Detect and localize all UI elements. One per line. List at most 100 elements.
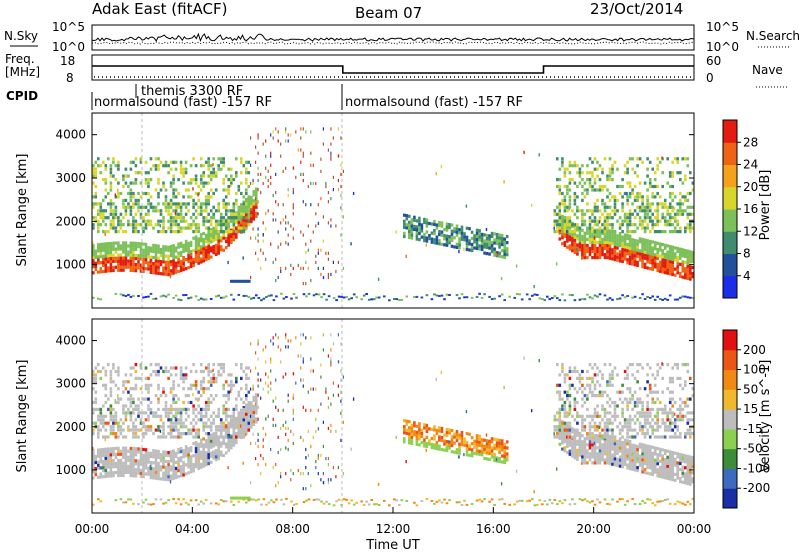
power-cell bbox=[646, 296, 649, 298]
velocity-cell bbox=[325, 390, 327, 394]
velocity-cell bbox=[235, 421, 238, 425]
power-cell bbox=[112, 256, 115, 260]
velocity-cell bbox=[204, 463, 208, 467]
power-cell bbox=[245, 213, 248, 217]
power-cell bbox=[227, 191, 230, 196]
power-cell bbox=[127, 262, 130, 266]
velocity-cell bbox=[415, 433, 419, 437]
power-cell bbox=[282, 203, 284, 207]
velocity-cell bbox=[132, 468, 135, 472]
power-cell bbox=[598, 188, 602, 192]
velocity-cell bbox=[127, 425, 130, 429]
power-cell bbox=[468, 242, 471, 246]
velocity-cell bbox=[112, 407, 115, 411]
power-cell bbox=[122, 202, 125, 206]
velocity-cell bbox=[127, 390, 130, 394]
velocity-cell bbox=[553, 418, 557, 422]
power-cell bbox=[270, 294, 273, 297]
velocity-cell bbox=[583, 425, 587, 429]
velocity-cell bbox=[596, 428, 599, 432]
power-cell bbox=[97, 157, 100, 161]
velocity-cell bbox=[124, 458, 128, 462]
velocity-cell bbox=[154, 458, 158, 462]
velocity-cell bbox=[257, 339, 259, 343]
velocity-cell bbox=[588, 425, 592, 429]
power-cell bbox=[114, 209, 118, 213]
power-cell bbox=[621, 184, 624, 189]
power-cell bbox=[164, 248, 168, 252]
power-cell bbox=[109, 241, 113, 245]
velocity-cell bbox=[224, 411, 228, 415]
velocity-cell bbox=[154, 369, 158, 374]
velocity-cell bbox=[388, 504, 391, 507]
power-cell bbox=[621, 247, 624, 251]
power-cell bbox=[302, 178, 304, 183]
power-cell bbox=[689, 268, 692, 272]
power-cell bbox=[438, 220, 441, 225]
power-cell bbox=[556, 226, 559, 230]
velocity-cell bbox=[104, 435, 108, 439]
velocity-cell bbox=[420, 434, 424, 438]
velocity-cell bbox=[169, 421, 173, 425]
power-cell bbox=[576, 226, 579, 230]
power-cell bbox=[222, 233, 225, 237]
velocity-cell bbox=[257, 432, 259, 436]
velocity-cell bbox=[197, 404, 200, 408]
velocity-cell bbox=[230, 440, 233, 444]
velocity-cell bbox=[292, 372, 295, 376]
power-cell bbox=[413, 224, 416, 228]
power-cell bbox=[224, 224, 228, 228]
power-cell bbox=[247, 209, 251, 213]
velocity-cell bbox=[596, 446, 599, 450]
power-cell bbox=[214, 188, 218, 192]
velocity-cell bbox=[606, 394, 609, 398]
power-cell bbox=[92, 243, 95, 248]
velocity-cell bbox=[142, 453, 145, 458]
power-cell bbox=[134, 244, 138, 248]
velocity-cell bbox=[435, 377, 437, 381]
power-cell bbox=[500, 293, 504, 296]
velocity-cell bbox=[137, 465, 140, 469]
power-cell bbox=[184, 242, 188, 246]
power-cell bbox=[137, 205, 140, 209]
velocity-cell bbox=[199, 407, 203, 411]
power-cell bbox=[493, 232, 496, 236]
velocity-cell bbox=[104, 462, 108, 466]
velocity-cell bbox=[480, 500, 484, 503]
velocity-cell bbox=[112, 450, 115, 454]
power-cell bbox=[257, 172, 259, 176]
velocity-cell bbox=[408, 435, 411, 439]
power-cell bbox=[122, 250, 125, 254]
power-cell bbox=[337, 260, 339, 264]
power-cell bbox=[157, 259, 160, 263]
power-cell bbox=[159, 272, 163, 276]
velocity-cell bbox=[265, 417, 267, 421]
velocity-cell bbox=[92, 369, 95, 374]
velocity-cell bbox=[455, 448, 459, 452]
velocity-cell bbox=[219, 366, 223, 370]
velocity-cell bbox=[558, 390, 562, 394]
velocity-cell bbox=[586, 455, 589, 459]
velocity-cell bbox=[194, 383, 198, 387]
power-cell bbox=[668, 257, 672, 261]
power-cell bbox=[673, 207, 676, 211]
power-cell bbox=[691, 212, 694, 216]
velocity-cell bbox=[601, 437, 604, 441]
velocity-cell bbox=[465, 453, 469, 457]
power-cell bbox=[573, 299, 577, 302]
velocity-cell bbox=[568, 432, 572, 436]
velocity-cell bbox=[202, 425, 205, 429]
velocity-cell bbox=[533, 490, 535, 494]
power-cell bbox=[169, 202, 173, 206]
power-cell bbox=[187, 244, 190, 248]
power-cell bbox=[561, 220, 564, 225]
power-cell bbox=[109, 269, 113, 273]
power-cell bbox=[490, 234, 494, 239]
velocity-cell bbox=[152, 476, 155, 480]
velocity-cell bbox=[247, 400, 251, 405]
velocity-cell bbox=[179, 376, 183, 380]
power-cell bbox=[159, 295, 163, 298]
power-cell bbox=[92, 164, 95, 168]
noise-right-label: N.Search bbox=[746, 29, 800, 43]
power-cell bbox=[468, 248, 471, 252]
